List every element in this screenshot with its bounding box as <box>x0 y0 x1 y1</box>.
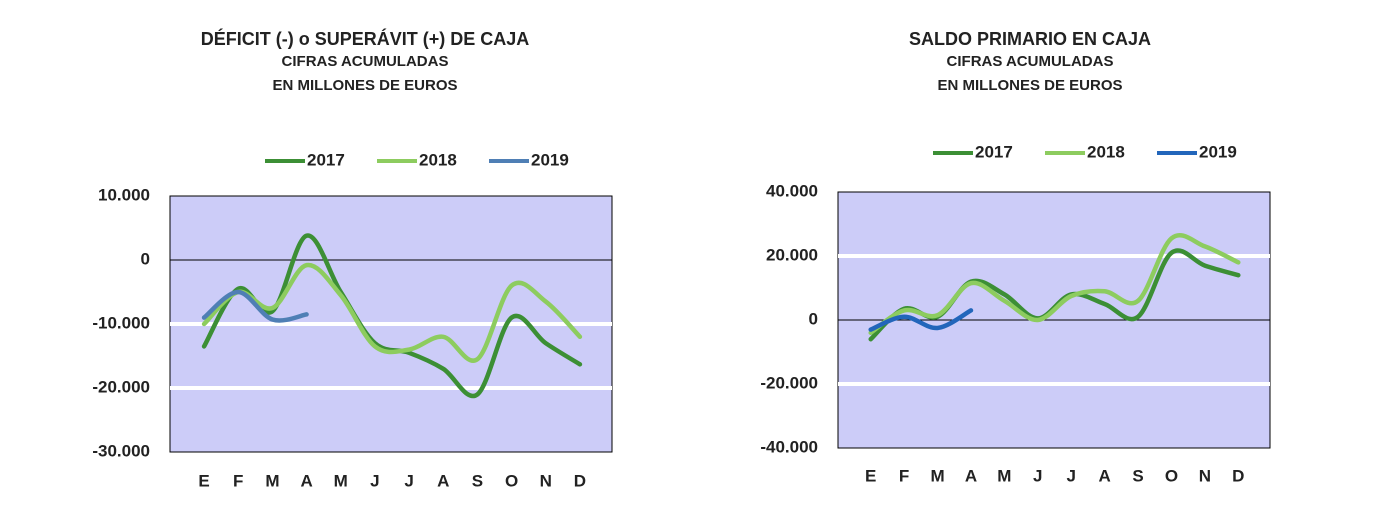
x-tick-label: D <box>1232 466 1244 485</box>
y-tick-label: -30.000 <box>92 441 150 460</box>
chart: DÉFICIT (-) o SUPERÁVIT (+) DE CAJA CIFRA… <box>92 28 613 490</box>
y-tick-label: -20.000 <box>760 373 818 392</box>
x-tick-label: D <box>574 471 586 490</box>
y-tick-label: 0 <box>809 309 818 328</box>
x-tick-label: F <box>233 471 243 490</box>
y-tick-label: -20.000 <box>92 377 150 396</box>
x-tick-label: M <box>930 466 944 485</box>
series-line <box>868 308 974 332</box>
series-line <box>201 262 583 363</box>
series-line <box>201 233 583 399</box>
x-tick-label: S <box>1132 466 1143 485</box>
x-tick-label: A <box>437 471 449 490</box>
legend-label: 2018 <box>1087 142 1125 161</box>
x-tick-label: A <box>1098 466 1110 485</box>
legend-label: 2018 <box>419 150 457 169</box>
chart-title: DÉFICIT (-) o SUPERÁVIT (+) DE CAJA <box>201 28 530 49</box>
y-tick-label: -40.000 <box>760 437 818 456</box>
y-tick-label: 20.000 <box>766 245 818 264</box>
x-tick-label: J <box>1033 466 1042 485</box>
x-tick-label: E <box>198 471 209 490</box>
chart-subtitle: CIFRAS ACUMULADAS <box>282 53 449 70</box>
chart-title: SALDO PRIMARIO EN CAJA <box>909 29 1151 49</box>
y-tick-label: 40.000 <box>766 181 818 200</box>
y-tick-label: 0 <box>141 249 150 268</box>
y-tick-label: 10.000 <box>98 185 150 204</box>
legend-label: 2019 <box>1199 142 1237 161</box>
x-tick-label: N <box>540 471 552 490</box>
x-tick-label: F <box>899 466 909 485</box>
legend-label: 2019 <box>531 150 569 169</box>
x-tick-label: O <box>505 471 518 490</box>
x-tick-label: E <box>865 466 876 485</box>
x-tick-label: M <box>265 471 279 490</box>
y-tick-label: -10.000 <box>92 313 150 332</box>
x-tick-label: O <box>1165 466 1178 485</box>
x-tick-label: J <box>370 471 379 490</box>
chart-subtitle: EN MILLONES DE EUROS <box>272 77 457 94</box>
chart-subtitle: EN MILLONES DE EUROS <box>937 77 1122 94</box>
chart: SALDO PRIMARIO EN CAJA CIFRAS ACUMULADAS E… <box>760 29 1271 485</box>
x-tick-label: J <box>1066 466 1075 485</box>
legend-label: 2017 <box>307 150 345 169</box>
chart-subtitle: CIFRAS ACUMULADAS <box>947 53 1114 70</box>
series-line <box>201 289 309 323</box>
x-tick-label: A <box>300 471 312 490</box>
series-line <box>868 233 1241 336</box>
x-tick-label: M <box>997 466 1011 485</box>
x-tick-label: A <box>965 466 977 485</box>
x-tick-label: S <box>472 471 483 490</box>
x-tick-label: M <box>334 471 348 490</box>
x-tick-label: J <box>404 471 413 490</box>
x-tick-label: N <box>1199 466 1211 485</box>
legend-label: 2017 <box>975 142 1013 161</box>
